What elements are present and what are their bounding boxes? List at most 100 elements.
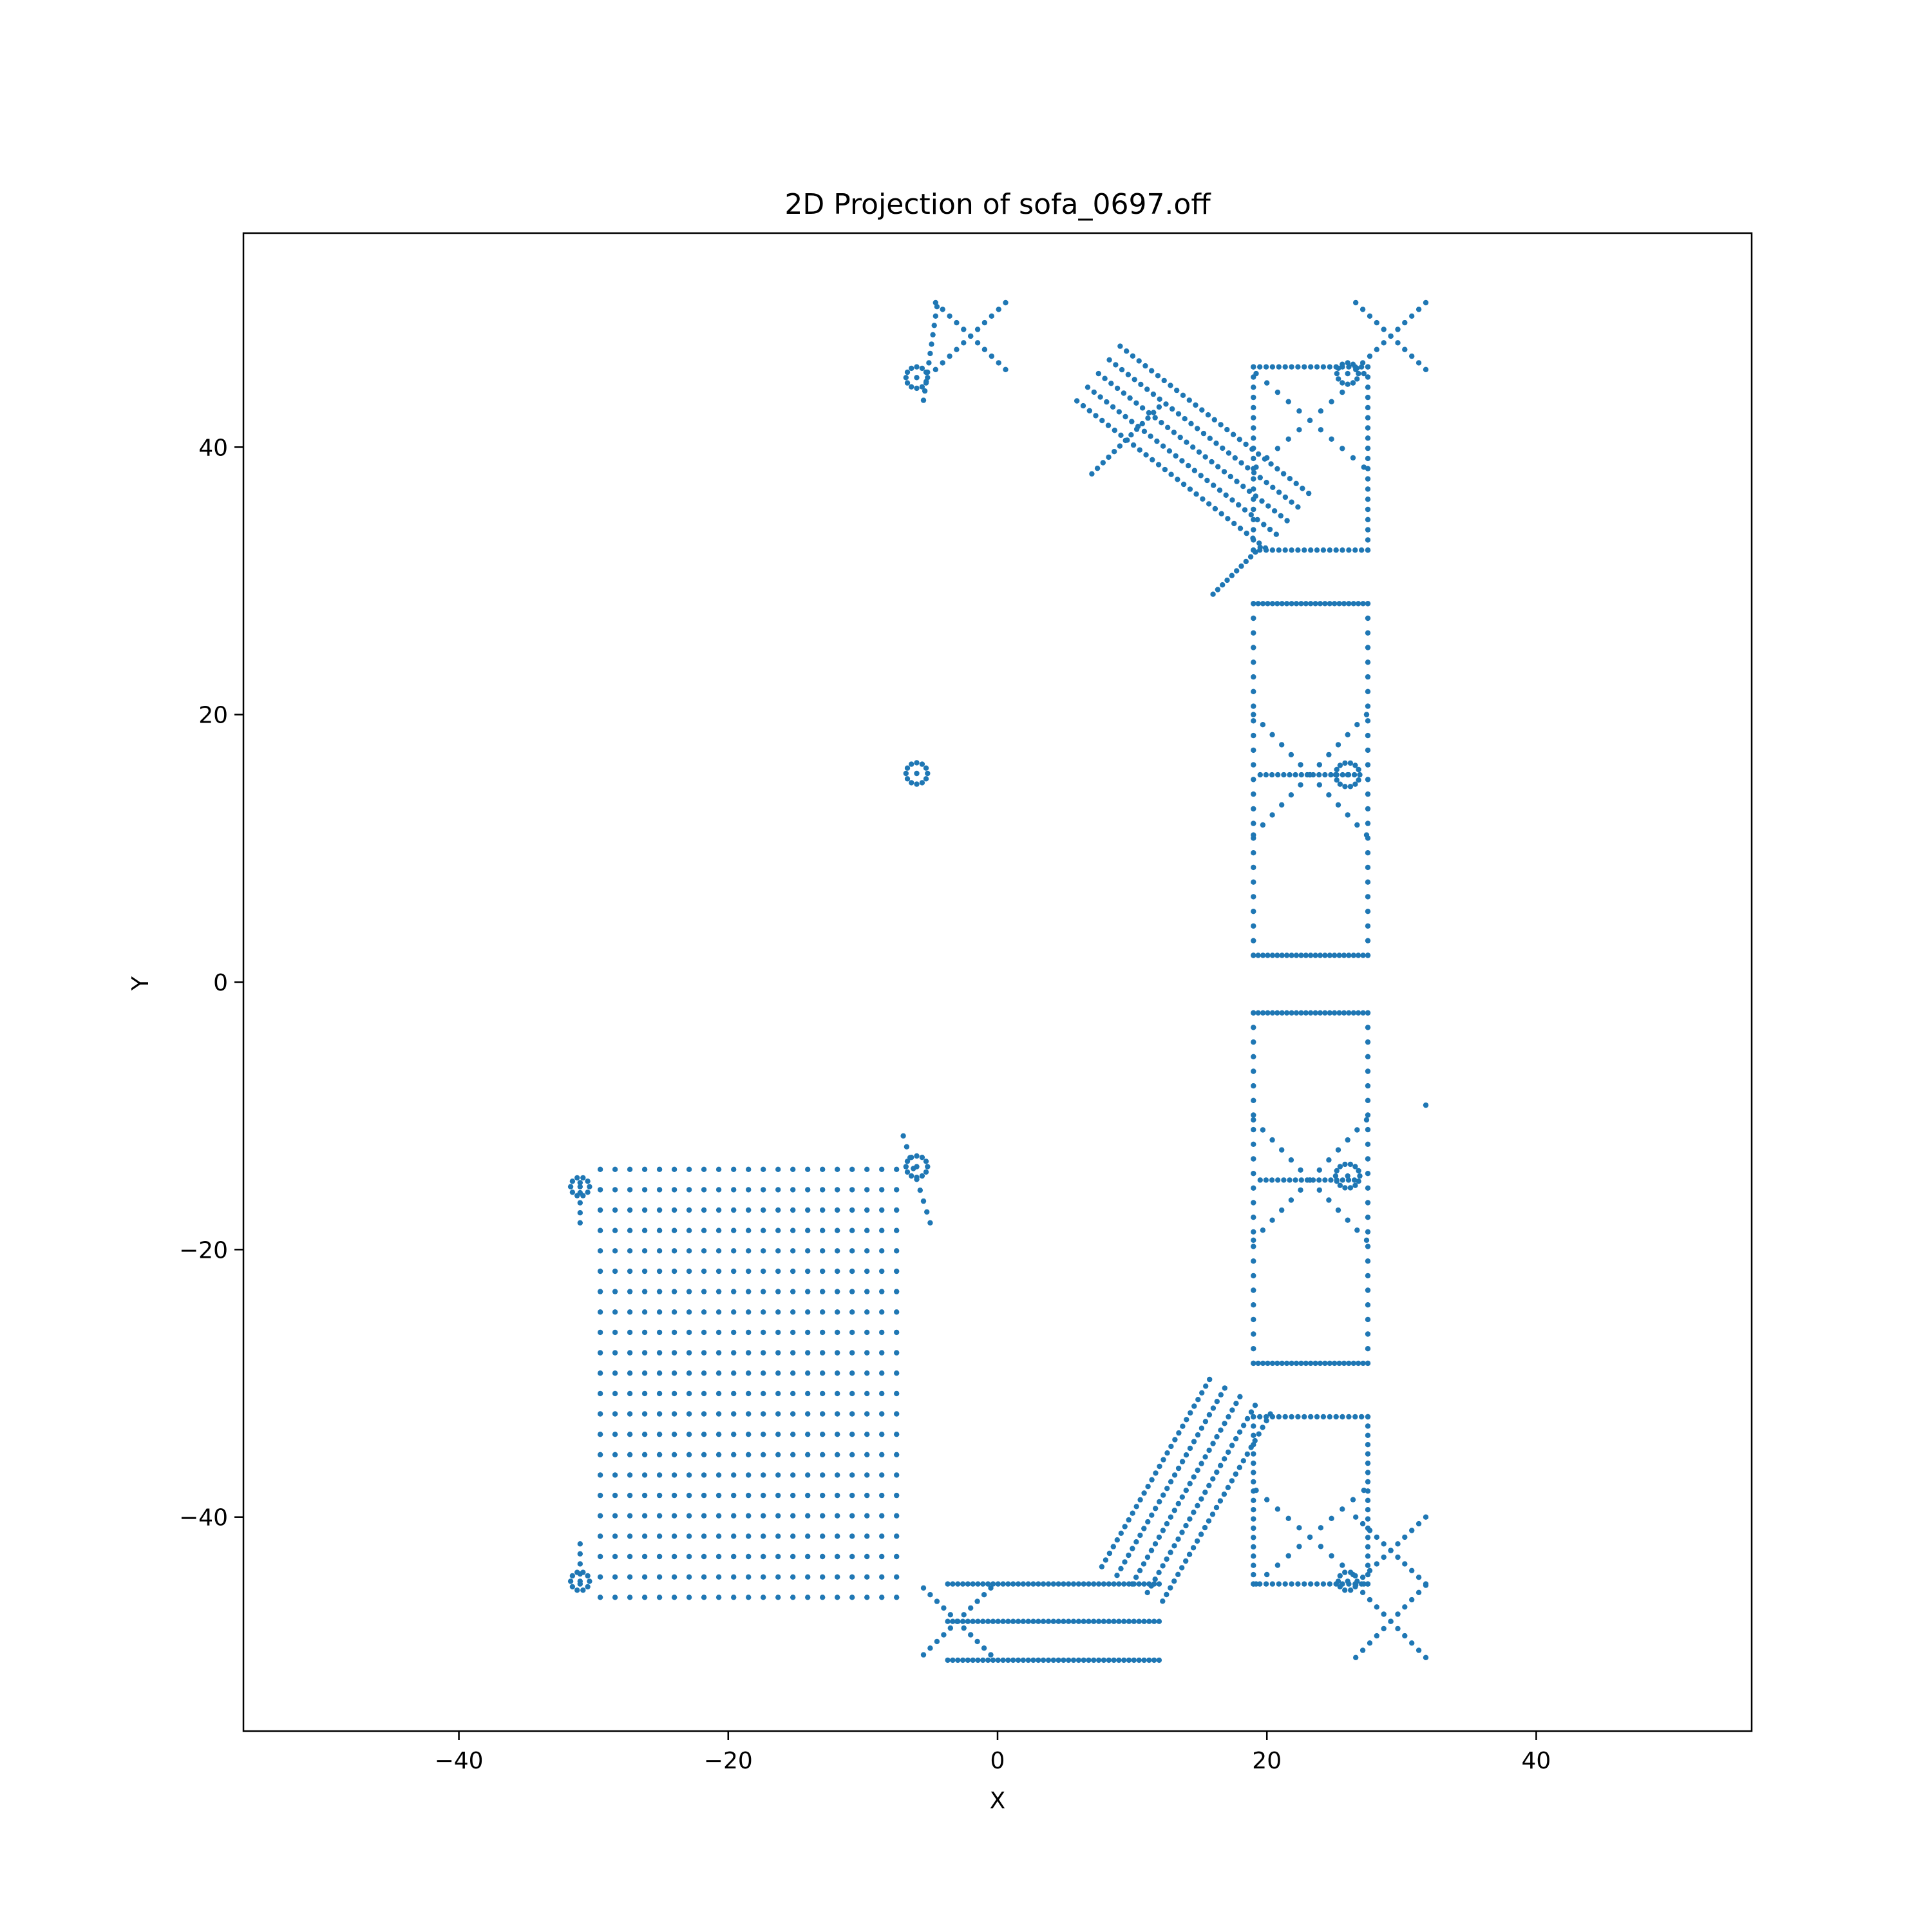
scatter-point <box>1257 1177 1264 1183</box>
scatter-point <box>805 1492 811 1499</box>
scatter-point <box>975 1581 981 1587</box>
scatter-point <box>597 1411 603 1417</box>
scatter-point <box>1209 459 1215 465</box>
scatter-point <box>671 1166 677 1173</box>
scatter-point <box>1354 1227 1360 1233</box>
scatter-point <box>1091 1581 1097 1587</box>
scatter-point <box>746 1492 752 1499</box>
scatter-point <box>1317 601 1323 607</box>
scatter-point <box>1174 387 1180 393</box>
scatter-point <box>920 1198 927 1204</box>
scatter-point <box>927 1645 933 1651</box>
scatter-point <box>1280 471 1287 477</box>
scatter-point <box>1184 439 1189 445</box>
scatter-point <box>923 380 929 386</box>
scatter-point <box>849 1268 855 1274</box>
scatter-point <box>715 1595 722 1600</box>
scatter-point <box>715 1533 722 1539</box>
scatter-point <box>1160 1563 1166 1569</box>
scatter-point <box>1137 1497 1143 1503</box>
scatter-point <box>1172 1437 1178 1443</box>
scatter-point <box>894 1166 900 1173</box>
scatter-point <box>686 1492 692 1499</box>
scatter-point <box>909 761 914 767</box>
scatter-point <box>820 1207 826 1213</box>
scatter-point <box>686 1390 692 1397</box>
scatter-point <box>1265 1010 1271 1016</box>
scatter-point <box>686 1166 692 1173</box>
scatter-point <box>671 1350 677 1356</box>
scatter-point <box>1136 1657 1142 1663</box>
scatter-point <box>864 1309 870 1315</box>
scatter-point <box>1251 1010 1256 1016</box>
scatter-point <box>1365 688 1371 695</box>
scatter-point <box>1010 1618 1016 1624</box>
scatter-point <box>1332 601 1338 607</box>
data-points <box>567 299 1429 1663</box>
scatter-point <box>1149 368 1155 374</box>
scatter-point <box>835 1452 840 1457</box>
scatter-point <box>864 1513 870 1519</box>
scatter-point <box>1282 1414 1288 1420</box>
scatter-point <box>1251 1097 1256 1104</box>
scatter-point <box>1310 772 1316 778</box>
scatter-point <box>612 1533 618 1539</box>
scatter-point <box>1015 1657 1021 1663</box>
scatter-point <box>805 1268 811 1274</box>
scatter-point <box>1320 1414 1327 1420</box>
scatter-point <box>1293 480 1299 486</box>
scatter-point <box>805 1432 811 1437</box>
scatter-point <box>1251 850 1256 856</box>
scatter-point <box>879 1553 885 1560</box>
scatter-point <box>835 1595 840 1600</box>
scatter-point <box>1350 361 1356 367</box>
scatter-point <box>1274 601 1280 607</box>
scatter-point <box>1357 1173 1363 1179</box>
scatter-point <box>656 1553 663 1560</box>
scatter-point <box>1030 1657 1036 1663</box>
scatter-point <box>1146 410 1152 416</box>
scatter-point <box>1269 601 1276 607</box>
scatter-point <box>1191 1510 1197 1515</box>
scatter-point <box>1416 360 1422 366</box>
scatter-point <box>1318 427 1324 433</box>
scatter-point <box>1356 1179 1361 1184</box>
scatter-point <box>1352 547 1358 553</box>
scatter-point <box>894 1513 900 1519</box>
scatter-point <box>1304 1177 1311 1183</box>
scatter-point <box>627 1390 633 1397</box>
scatter-point <box>715 1370 722 1376</box>
scatter-point <box>1269 364 1276 370</box>
scatter-point <box>612 1472 618 1478</box>
scatter-point <box>1251 1039 1256 1045</box>
scatter-point <box>1251 1497 1256 1503</box>
scatter-point <box>612 1492 618 1499</box>
scatter-point <box>671 1248 677 1254</box>
scatter-point <box>1003 299 1009 306</box>
scatter-point <box>1298 772 1305 778</box>
scatter-point <box>1179 1530 1185 1535</box>
scatter-point <box>1322 1360 1328 1367</box>
scatter-point <box>1130 1546 1135 1551</box>
scatter-point <box>1365 1215 1371 1220</box>
scatter-point <box>1187 486 1193 492</box>
scatter-point <box>1365 1229 1371 1235</box>
scatter-point <box>879 1248 885 1254</box>
scatter-point <box>790 1350 796 1356</box>
scatter-point <box>805 1472 811 1478</box>
scatter-point <box>835 1166 840 1173</box>
scatter-point <box>1260 952 1266 958</box>
scatter-point <box>731 1187 737 1193</box>
scatter-point <box>1003 366 1009 372</box>
scatter-point <box>1180 392 1186 398</box>
scatter-point <box>1295 547 1301 553</box>
scatter-point <box>1152 415 1158 421</box>
scatter-point <box>1388 333 1394 339</box>
scatter-point <box>965 1581 971 1587</box>
y-tick-label: 40 <box>198 435 228 461</box>
scatter-point <box>1091 1657 1097 1663</box>
scatter-point <box>1081 1618 1086 1624</box>
scatter-point <box>1220 445 1226 451</box>
scatter-point <box>1336 376 1341 382</box>
scatter-point <box>1306 490 1312 497</box>
